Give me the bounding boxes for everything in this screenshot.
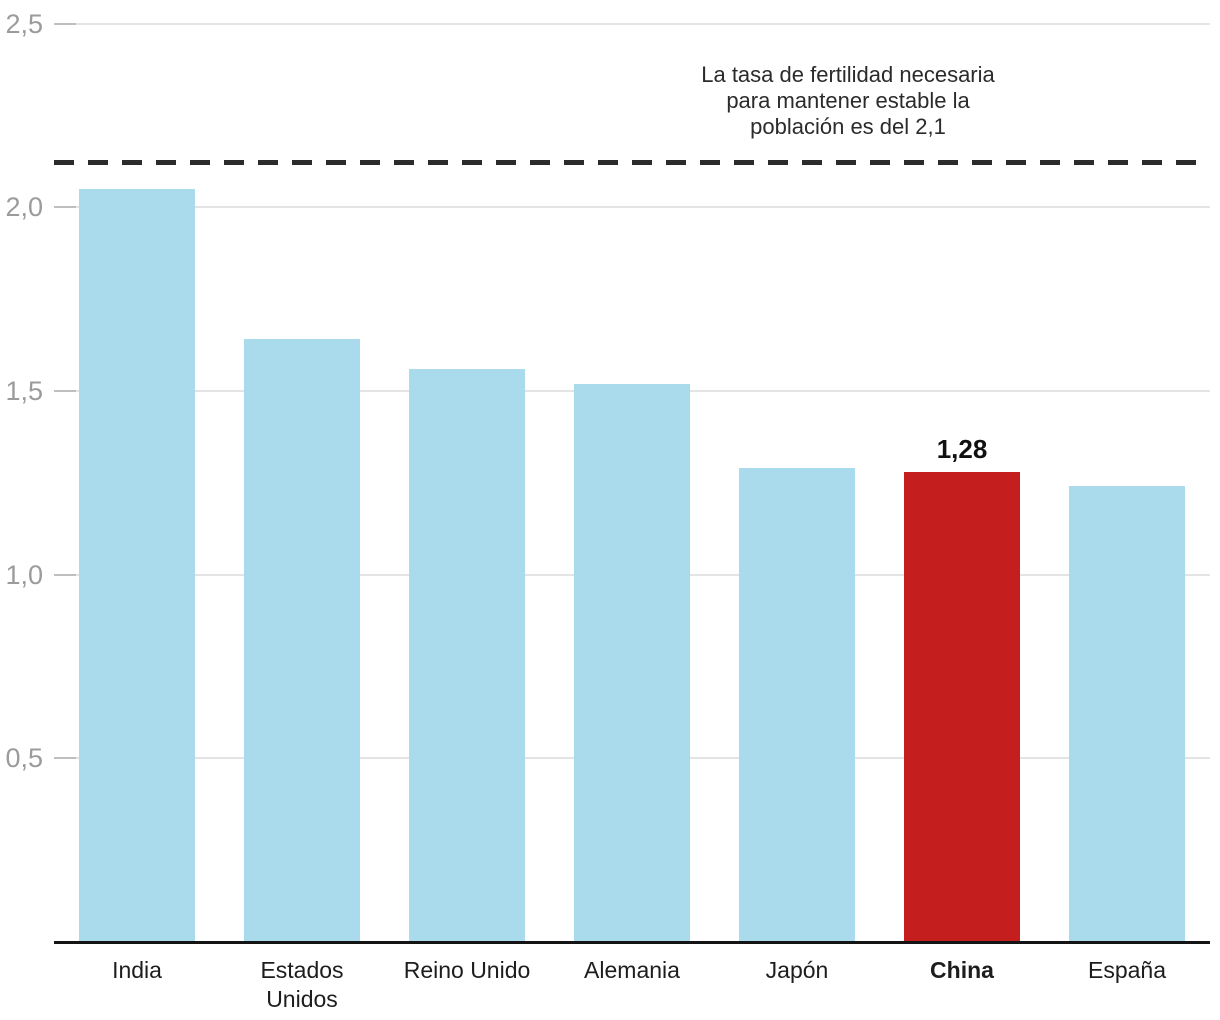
x-axis-line	[54, 941, 1210, 944]
bar-highlight-china	[904, 472, 1020, 942]
reference-dashed-line	[54, 160, 1210, 165]
y-axis-tick	[54, 206, 76, 208]
y-axis-tick-label: 2,5	[5, 9, 43, 39]
bar	[79, 189, 195, 942]
y-axis-tick-label: 0,5	[5, 743, 43, 773]
y-axis-tick-label: 1,0	[5, 560, 43, 590]
x-axis-label: Alemania	[584, 957, 680, 983]
x-axis-label: China	[930, 957, 994, 983]
y-axis-tick-label: 1,5	[5, 376, 43, 406]
y-axis-tick	[54, 757, 76, 759]
x-axis-label: Japón	[765, 957, 829, 983]
reference-line-annotation: La tasa de fertilidad necesaria para man…	[701, 62, 995, 139]
x-axis-label: Reino Unido	[403, 957, 531, 983]
x-axis-label: España	[1087, 957, 1166, 983]
bar	[574, 384, 690, 942]
gridline	[54, 206, 1210, 208]
y-axis-tick	[54, 574, 76, 576]
highlight-value-label: 1,28	[936, 434, 988, 464]
bar	[244, 339, 360, 942]
y-axis-tick	[54, 390, 76, 392]
bar	[739, 468, 855, 942]
x-axis-label: India	[112, 957, 162, 983]
x-axis-label: Estados Unidos	[260, 957, 344, 1012]
bar	[409, 369, 525, 942]
gridline	[54, 23, 1210, 25]
y-axis-tick-label: 2,0	[5, 192, 43, 222]
y-axis-tick	[54, 23, 76, 25]
bar	[1069, 486, 1185, 942]
